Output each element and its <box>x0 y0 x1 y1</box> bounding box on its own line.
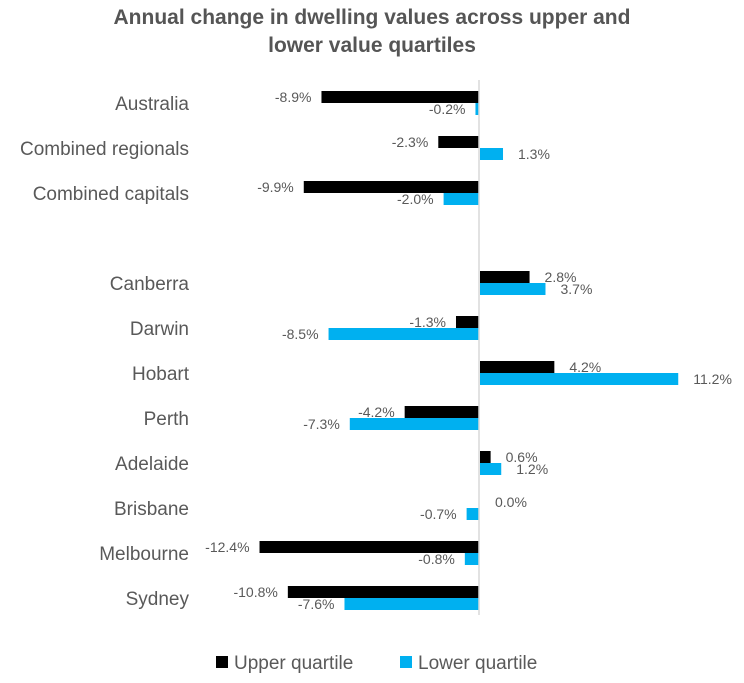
category-label-darwin: Darwin <box>130 319 189 340</box>
data-label-upper-quartile-canberra: 2.8% <box>545 269 577 285</box>
category-label-combined-capitals: Combined capitals <box>33 184 189 205</box>
data-label-lower-quartile-sydney: -7.6% <box>298 596 335 612</box>
category-label-canberra: Canberra <box>110 274 190 295</box>
data-label-lower-quartile-canberra: 3.7% <box>560 281 592 297</box>
category-label-sydney: Sydney <box>126 589 190 610</box>
bar-lower-quartile-australia <box>475 103 479 115</box>
category-label-australia: Australia <box>115 94 189 115</box>
bar-lower-quartile-combined-capitals <box>443 193 479 205</box>
bar-upper-quartile-canberra <box>480 271 530 283</box>
bar-upper-quartile-hobart <box>480 361 555 373</box>
bar-lower-quartile-combined-regionals <box>480 148 504 160</box>
data-label-upper-quartile-combined-regionals: -2.3% <box>392 134 429 150</box>
legend-label-lower-quartile: Lower quartile <box>418 653 537 674</box>
category-label-brisbane: Brisbane <box>114 499 189 520</box>
data-label-lower-quartile-adelaide: 1.2% <box>516 461 548 477</box>
data-label-upper-quartile-sydney: -10.8% <box>233 584 277 600</box>
legend-label-upper-quartile: Upper quartile <box>234 653 353 674</box>
legend-swatch-lower-quartile <box>400 656 412 668</box>
category-label-melbourne: Melbourne <box>99 544 189 565</box>
data-label-upper-quartile-perth: -4.2% <box>358 404 395 420</box>
data-label-lower-quartile-perth: -7.3% <box>303 416 340 432</box>
bar-upper-quartile-sydney <box>287 586 479 598</box>
data-label-lower-quartile-australia: -0.2% <box>429 101 466 117</box>
labels-layer: Australia -8.9% -0.2% Combined regionals -2.… <box>20 89 732 612</box>
data-label-upper-quartile-brisbane: 0.0% <box>495 494 527 510</box>
data-label-upper-quartile-hobart: 4.2% <box>569 359 601 375</box>
data-label-upper-quartile-combined-capitals: -9.9% <box>257 179 294 195</box>
data-label-lower-quartile-combined-regionals: 1.3% <box>518 146 550 162</box>
legend-swatch-upper-quartile <box>216 656 228 668</box>
bar-lower-quartile-adelaide <box>480 463 502 475</box>
bar-upper-quartile-combined-capitals <box>303 181 479 193</box>
bar-upper-quartile-darwin <box>455 316 479 328</box>
bars-layer <box>259 91 679 610</box>
chart-title: Annual change in dwelling values across … <box>0 4 744 60</box>
bar-lower-quartile-melbourne <box>464 553 479 565</box>
bar-lower-quartile-perth <box>349 418 479 430</box>
bar-lower-quartile-sydney <box>344 598 479 610</box>
data-label-lower-quartile-combined-capitals: -2.0% <box>397 191 434 207</box>
chart-title-line-1: Annual change in dwelling values across … <box>113 6 631 29</box>
category-label-adelaide: Adelaide <box>115 454 189 475</box>
bar-upper-quartile-combined-regionals <box>438 136 479 148</box>
category-label-combined-regionals: Combined regionals <box>20 139 189 160</box>
chart-title-line-2: lower value quartiles <box>268 34 476 57</box>
bar-lower-quartile-hobart <box>480 373 679 385</box>
data-label-lower-quartile-hobart: 11.2% <box>693 371 732 387</box>
legend: Upper quartile Lower quartile <box>216 653 537 674</box>
bar-upper-quartile-perth <box>404 406 479 418</box>
bar-lower-quartile-darwin <box>328 328 479 340</box>
category-label-perth: Perth <box>144 409 189 430</box>
data-label-upper-quartile-melbourne: -12.4% <box>205 539 249 555</box>
data-label-lower-quartile-melbourne: -0.8% <box>418 551 455 567</box>
data-label-lower-quartile-brisbane: -0.7% <box>420 506 457 522</box>
data-label-upper-quartile-australia: -8.9% <box>275 89 312 105</box>
category-label-hobart: Hobart <box>132 364 190 385</box>
bar-lower-quartile-canberra <box>480 283 546 295</box>
bar-upper-quartile-melbourne <box>259 541 479 553</box>
data-label-upper-quartile-darwin: -1.3% <box>409 314 446 330</box>
data-label-lower-quartile-darwin: -8.5% <box>282 326 319 342</box>
bar-upper-quartile-adelaide <box>480 451 491 463</box>
bar-lower-quartile-brisbane <box>466 508 479 520</box>
bar-upper-quartile-australia <box>321 91 479 103</box>
data-label-upper-quartile-adelaide: 0.6% <box>506 449 538 465</box>
